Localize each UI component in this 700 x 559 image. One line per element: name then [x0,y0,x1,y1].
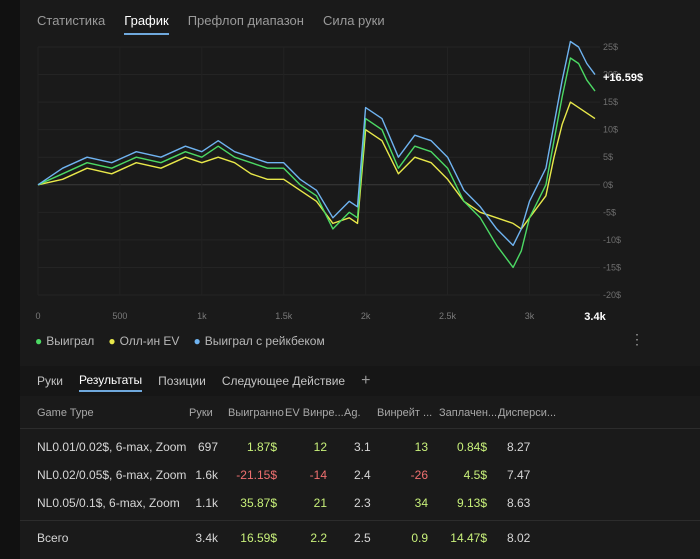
y-tick-label: -15$ [603,262,621,272]
cell-ev: 21 [313,496,327,510]
cell-disp: 8.02 [507,531,531,545]
col-ev-winrate[interactable]: EV Винре... [285,407,344,419]
chart-legend: ● Выиграл ● Олл-ин EV ● Выиграл с рейкбеком [35,334,339,348]
table-row[interactable]: NL0.02/0.05$, 6-max, Zoom 1.6k -21.15$ -14 2… [20,464,700,490]
x-tick-label: 3k [525,311,535,321]
total-divider [20,520,700,521]
legend-dot-icon: ● [35,334,43,348]
cell-won: 16.59$ [240,531,277,545]
more-options-icon[interactable]: ⋮ [630,331,644,347]
cell-disp: 8.27 [507,440,531,454]
cell-ev: 2.2 [310,531,327,545]
x-tick-label: 500 [112,311,127,321]
cell-won: 35.87$ [240,496,277,510]
cell-wr: -26 [410,468,428,482]
cell-ag: 3.1 [354,440,371,454]
col-aggression[interactable]: Ag. [344,407,361,419]
col-hands[interactable]: Руки [189,407,213,419]
cell-paid: 0.84$ [456,440,487,454]
tab-next-action[interactable]: Следующее Действие [221,374,346,388]
y-tick-label: -10$ [603,235,621,245]
tab-statistics[interactable]: Статистика [37,13,106,28]
col-won[interactable]: Выигранно [228,407,284,419]
series-line-1 [37,101,596,230]
cell-hands: 3.4k [195,531,218,545]
cell-hands: 1.1k [195,496,218,510]
legend-item-allin-ev[interactable]: ● Олл-ин EV [108,334,179,348]
table-header: Game Type Руки Выигранно EV Винре... Ag.… [20,400,700,426]
legend-label: Олл-ин EV [119,334,180,348]
cell-game: NL0.01/0.02$, 6-max, Zoom [37,440,187,454]
x-end-label: 3.4k [584,311,606,323]
cell-game: NL0.02/0.05$, 6-max, Zoom [37,468,187,482]
cell-ag: 2.3 [354,496,371,510]
cell-hands: 697 [197,440,218,454]
x-tick-label: 2k [361,311,371,321]
col-game-type[interactable]: Game Type [37,407,94,419]
cell-hands: 1.6k [195,468,218,482]
y-tick-label: 15$ [603,97,618,107]
x-tick-label: 2.5k [439,311,457,321]
series-line-0 [37,57,596,269]
col-dispersion[interactable]: Дисперси... [498,407,557,419]
total-row[interactable]: Всего 3.4k 16.59$ 2.2 2.5 0.9 14.47$ 8.02 [20,527,700,553]
results-line-chart: 25$ 20$ 15$ 10$ 5$ 0$ -5$ -10$ -15$ -20$ 0 500 1k 1.5… [35,40,643,323]
y-tick-label: 20$ [603,70,618,80]
y-tick-label: 10$ [603,125,618,135]
x-tick-label: 1.5k [275,311,293,321]
header-divider [20,428,700,429]
legend-label: Выиграл [46,334,95,348]
end-value-label: +16.59$ [603,72,643,84]
cell-disp: 7.47 [507,468,531,482]
tab-hand-strength[interactable]: Сила руки [322,13,385,28]
tab-hands[interactable]: Руки [37,374,63,388]
cell-paid: 9.13$ [456,496,487,510]
cell-ag: 2.5 [354,531,371,545]
cell-paid: 14.47$ [450,531,487,545]
table-row[interactable]: NL0.05/0.1$, 6-max, Zoom 1.1k 35.87$ 21 2.3 3… [20,492,700,518]
cell-paid: 4.5$ [463,468,487,482]
cell-won: 1.87$ [246,440,277,454]
x-tick-label: 0 [35,311,40,321]
x-tick-label: 1k [197,311,207,321]
y-tick-label: 0$ [603,180,613,190]
bottom-tabs: Руки Результаты Позиции Следующее Действ… [20,366,700,396]
y-tick-label: -5$ [603,207,616,217]
legend-dot-icon: ● [108,334,116,348]
top-tabs: Статистика График Префлоп диапазон Сила … [37,13,404,35]
legend-item-won[interactable]: ● Выиграл [35,334,94,348]
cell-game: NL0.05/0.1$, 6-max, Zoom [37,496,180,510]
cell-disp: 8.63 [507,496,531,510]
tab-results[interactable]: Результаты [78,370,143,392]
cell-wr: 0.9 [411,531,428,545]
col-winrate[interactable]: Винрейт ... [377,407,433,419]
tab-graph[interactable]: График [124,13,169,35]
y-tick-label: 25$ [603,42,618,52]
table-row[interactable]: NL0.01/0.02$, 6-max, Zoom 697 1.87$ 12 3.1 13… [20,436,700,462]
y-tick-label: -20$ [603,290,621,300]
cell-ev: -14 [309,468,327,482]
cell-won: -21.15$ [236,468,277,482]
cell-ag: 2.4 [354,468,371,482]
cell-ev: 12 [313,440,327,454]
tab-positions[interactable]: Позиции [158,374,206,388]
legend-label: Выиграл с рейкбеком [204,334,325,348]
y-tick-label: 5$ [603,152,613,162]
legend-item-rakeback[interactable]: ● Выиграл с рейкбеком [193,334,324,348]
cell-wr: 13 [414,440,428,454]
col-paid[interactable]: Заплачен... [439,407,498,419]
tab-preflop-range[interactable]: Префлоп диапазон [187,13,304,28]
add-tab-icon[interactable]: + [361,372,371,389]
cell-game: Всего [37,531,69,545]
stats-panel: Статистика График Префлоп диапазон Сила … [20,0,700,559]
series-line-2 [37,40,596,247]
legend-dot-icon: ● [193,334,201,348]
cell-wr: 34 [414,496,428,510]
